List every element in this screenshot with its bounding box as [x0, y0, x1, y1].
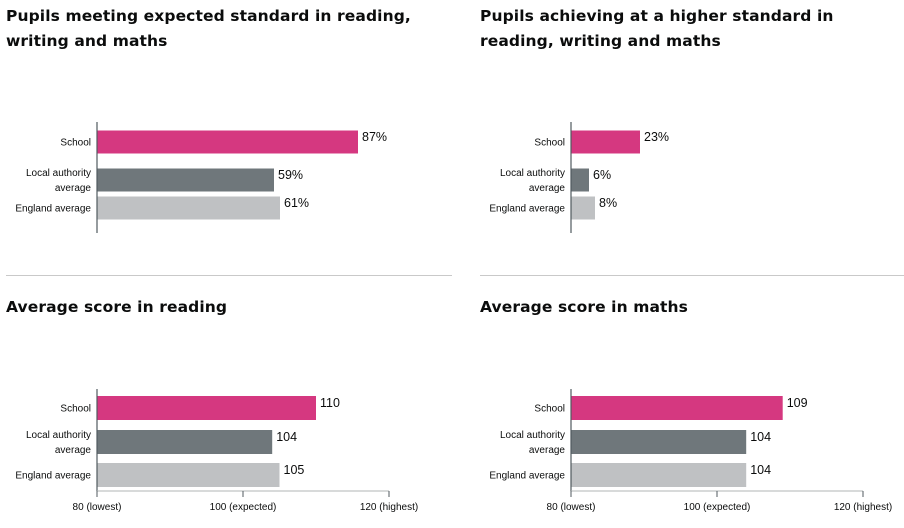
category-label: England average: [15, 204, 91, 215]
bar: [571, 396, 783, 420]
data-label: 8%: [599, 196, 617, 210]
section-divider: [6, 275, 452, 276]
bar: [97, 396, 316, 420]
data-label: 6%: [593, 168, 611, 182]
category-label: School: [60, 138, 91, 149]
category-label: England average: [15, 471, 91, 482]
bar: [571, 196, 595, 220]
bar: [97, 130, 358, 154]
category-label: Local authority: [500, 168, 565, 179]
chart-higher-standard: Pupils achieving at a higher standard in…: [480, 4, 900, 244]
x-tick-label: 120 (highest): [360, 502, 418, 513]
chart-reading-score: Average score in reading 110 School 104 Loc…: [6, 295, 456, 528]
x-tick-label: 100 (expected): [684, 502, 751, 513]
category-label: School: [534, 404, 565, 415]
x-tick-label: 100 (expected): [210, 502, 277, 513]
category-label: average: [529, 445, 566, 456]
category-label: average: [529, 183, 566, 194]
bar: [571, 168, 589, 192]
bar-chart-svg: 109 School 104 Local authority average 104 Eng…: [489, 389, 892, 513]
data-label: 59%: [278, 168, 303, 182]
bar: [97, 168, 274, 192]
data-label: 87%: [362, 130, 387, 144]
category-label: average: [55, 445, 92, 456]
x-tick-label: 80 (lowest): [547, 502, 596, 513]
x-tick-label: 80 (lowest): [73, 502, 122, 513]
chart-title: Pupils meeting expected standard in read…: [6, 7, 411, 50]
chart-maths-score: Average score in maths 109 School 104 Local…: [480, 295, 900, 528]
chart-title: Pupils achieving at a higher standard in…: [480, 7, 834, 50]
bar: [571, 130, 640, 154]
data-label: 23%: [644, 130, 669, 144]
chart-title: Average score in maths: [480, 298, 689, 316]
bar: [97, 463, 280, 487]
category-label: England average: [489, 471, 565, 482]
bar-chart-svg: 110 School 104 Local authority average 105 Eng…: [15, 389, 418, 513]
x-tick-label: 120 (highest): [834, 502, 892, 513]
category-label: School: [534, 138, 565, 149]
section-divider: [480, 275, 904, 276]
category-label: average: [55, 183, 92, 194]
category-label: Local authority: [26, 168, 91, 179]
bar: [571, 430, 747, 454]
bar: [571, 463, 747, 487]
data-label: 109: [787, 396, 808, 410]
data-label: 61%: [284, 196, 309, 210]
data-label: 105: [284, 463, 305, 477]
data-label: 104: [750, 463, 771, 477]
data-label: 104: [276, 430, 297, 444]
category-label: Local authority: [26, 430, 91, 441]
chart-expected-standard: Pupils meeting expected standard in read…: [6, 4, 456, 244]
bar: [97, 430, 273, 454]
bar-chart-svg: 23% School 6% Local authority average 8% Engla…: [489, 122, 669, 233]
category-label: School: [60, 404, 91, 415]
category-label: Local authority: [500, 430, 565, 441]
bar: [97, 196, 280, 220]
category-label: England average: [489, 204, 565, 215]
chart-title: Average score in reading: [6, 298, 228, 316]
bar-chart-svg: 87% School 59% Local authority average 61% Eng…: [15, 122, 387, 233]
data-label: 104: [750, 430, 771, 444]
data-label: 110: [320, 396, 340, 410]
